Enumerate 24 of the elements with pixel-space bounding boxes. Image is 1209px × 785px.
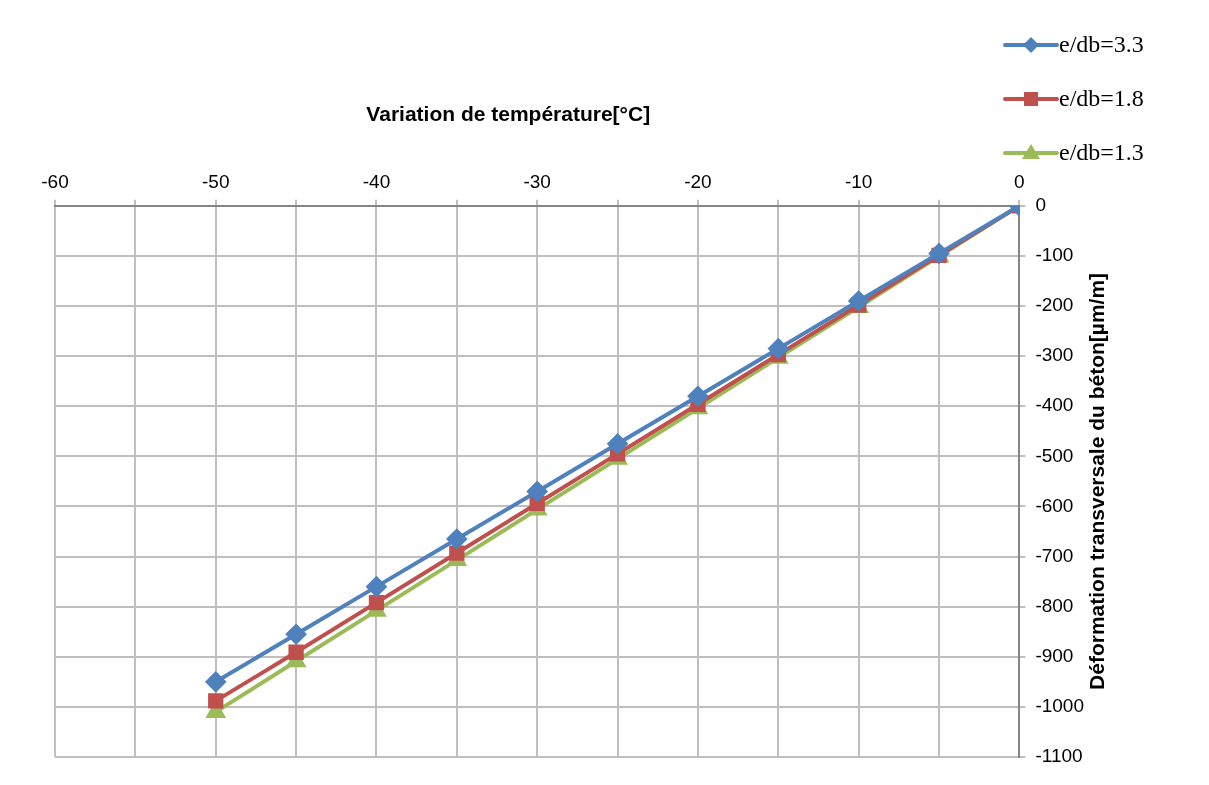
- x-tick-label: -40: [362, 170, 391, 192]
- x-tick-label: 0: [1014, 170, 1025, 192]
- x-tick-label: -50: [202, 170, 230, 192]
- legend-label: e/db=1.3: [1059, 139, 1144, 166]
- x-axis-title: Variation de température[°C]: [366, 101, 651, 125]
- y-tick-label: -1100: [1035, 745, 1083, 767]
- legend-label: e/db=3.3: [1059, 31, 1144, 58]
- y-axis-title: Déformation transversale du béton[µm/m]: [1084, 272, 1108, 690]
- legend-label: e/db=1.8: [1059, 85, 1144, 112]
- y-tick-label: -200: [1035, 294, 1074, 316]
- y-tick-label: -500: [1035, 444, 1074, 466]
- x-tick-label: -60: [41, 170, 69, 192]
- y-tick-label: -100: [1035, 244, 1074, 266]
- y-tick-label: -300: [1035, 344, 1074, 366]
- y-tick-label: 0: [1035, 194, 1046, 216]
- y-tick-label: -800: [1035, 594, 1074, 616]
- y-tick-label: -900: [1035, 645, 1074, 667]
- y-tick-label: -600: [1035, 494, 1074, 516]
- y-tick-label: -700: [1035, 544, 1074, 566]
- x-tick-label: -10: [844, 170, 873, 192]
- x-tick-label: -20: [684, 170, 712, 192]
- x-tick-label: -30: [523, 170, 551, 192]
- y-tick-label: -1000: [1035, 695, 1085, 717]
- y-tick-label: -400: [1035, 394, 1074, 416]
